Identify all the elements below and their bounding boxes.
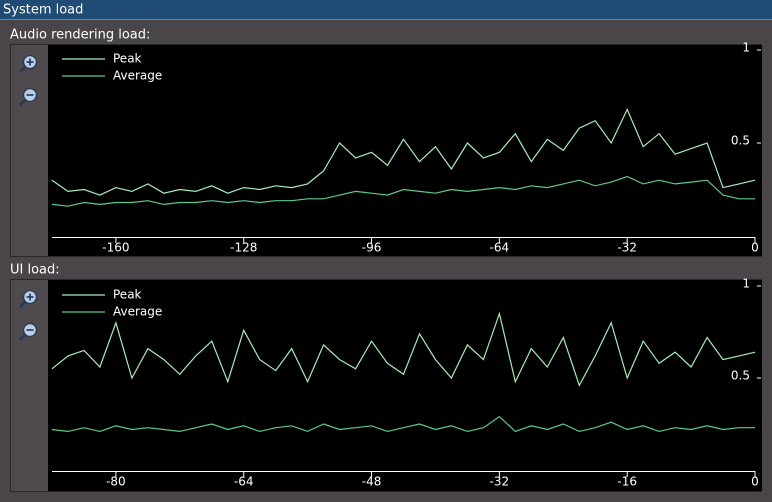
y-tick-label: 0.5 xyxy=(731,134,750,148)
series-line xyxy=(51,175,755,207)
x-tick-label: 0 xyxy=(751,241,759,255)
section-label: UI load: xyxy=(10,263,60,278)
y-tick-label: 0.5 xyxy=(731,369,750,383)
y-tick-label: 1 xyxy=(742,277,750,291)
x-tick-label: -64 xyxy=(490,241,510,255)
x-tick-label: -160 xyxy=(102,241,129,255)
section-label: Audio rendering load: xyxy=(10,28,150,43)
window-title: System load xyxy=(3,3,83,18)
x-tick-label: -64 xyxy=(234,475,254,489)
x-tick-label: -16 xyxy=(617,475,637,489)
plot-area xyxy=(48,45,762,256)
legend-label: Average xyxy=(113,305,162,319)
x-tick-label: -48 xyxy=(362,475,382,489)
x-tick-label: -80 xyxy=(106,475,126,489)
series-line xyxy=(51,415,755,433)
zoom-in-button[interactable] xyxy=(18,54,38,74)
plot-area xyxy=(48,280,762,491)
series-line xyxy=(51,311,756,387)
x-tick-label: -96 xyxy=(362,241,382,255)
title-bar xyxy=(0,0,772,20)
legend-label: Average xyxy=(113,69,162,83)
zoom-out-button[interactable] xyxy=(18,322,38,342)
series-line xyxy=(51,108,756,196)
legend-label: Peak xyxy=(113,52,142,66)
x-tick-label: -32 xyxy=(617,241,637,255)
x-tick-label: -128 xyxy=(230,241,257,255)
legend-label: Peak xyxy=(113,288,142,302)
x-tick-label: 0 xyxy=(751,475,759,489)
zoom-in-button[interactable] xyxy=(18,289,38,309)
x-tick-label: -32 xyxy=(490,475,510,489)
zoom-out-button[interactable] xyxy=(18,87,38,107)
y-tick-label: 1 xyxy=(742,41,750,55)
